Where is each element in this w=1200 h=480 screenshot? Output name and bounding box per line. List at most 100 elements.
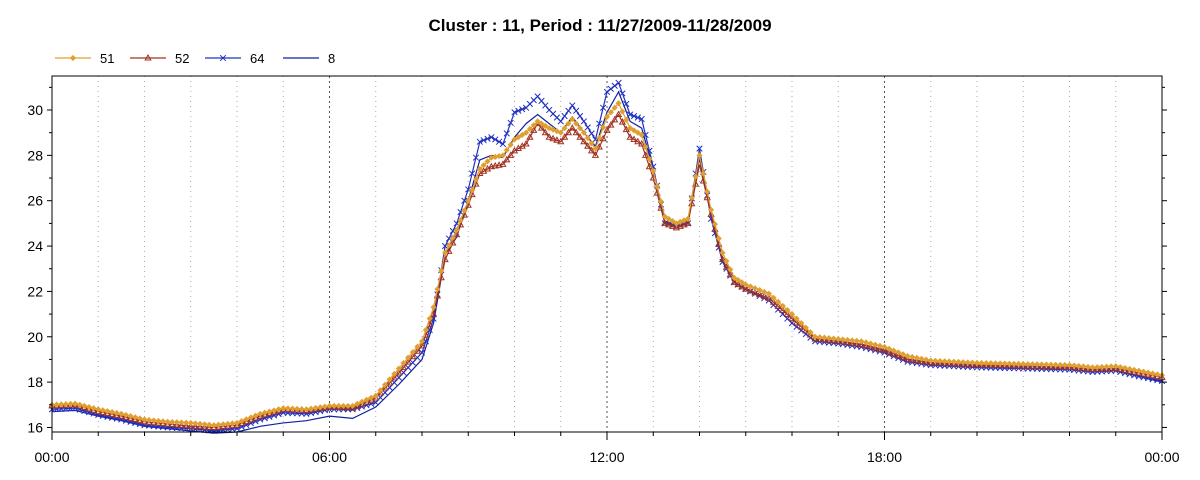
data-point [1015, 360, 1022, 367]
data-point [788, 314, 796, 322]
data-point [1034, 361, 1041, 368]
data-point [468, 170, 476, 177]
data-point [726, 270, 734, 278]
data-point [390, 374, 398, 381]
data-point [913, 356, 921, 364]
y-tick-label: 20 [27, 329, 43, 345]
data-point [1047, 361, 1055, 368]
data-point [700, 170, 707, 177]
data-point [256, 412, 264, 419]
data-point [730, 278, 738, 285]
data-point [224, 420, 231, 427]
data-point [654, 183, 661, 190]
data-point [210, 422, 217, 429]
data-point [132, 414, 139, 421]
data-point [233, 421, 241, 428]
data-point [1075, 364, 1083, 371]
data-point [491, 161, 499, 169]
data-point [1028, 362, 1037, 369]
data-point [770, 294, 777, 301]
data-point [488, 134, 495, 141]
data-point [596, 134, 603, 142]
legend-label: 64 [250, 51, 264, 66]
data-point [150, 418, 158, 426]
data-point [542, 122, 549, 129]
data-point [461, 207, 468, 214]
data-point [1102, 364, 1111, 372]
data-point [1140, 368, 1147, 375]
data-point [696, 145, 703, 152]
data-point [418, 349, 426, 356]
data-point [163, 420, 172, 427]
data-point [159, 419, 167, 427]
data-point [1057, 361, 1064, 368]
y-tick-label: 26 [27, 193, 43, 209]
data-point [247, 414, 254, 421]
data-point [237, 419, 246, 426]
data-point [233, 419, 241, 426]
axes: 16 18 20 22 24 26 28 30 00:00 06:00 12:00 18:00 00:0… [27, 86, 1180, 465]
data-point [247, 415, 255, 423]
data-point [950, 359, 958, 367]
data-point [62, 401, 69, 408]
data-point [580, 129, 587, 136]
data-point [573, 107, 580, 114]
data-point [192, 420, 199, 427]
data-point [622, 125, 630, 133]
data-point [941, 358, 948, 365]
data-point [140, 417, 149, 425]
series-layer [48, 79, 1166, 435]
data-point [298, 406, 305, 413]
data-point [746, 286, 755, 294]
data-point [734, 277, 742, 284]
data-point [289, 405, 296, 412]
data-point [187, 419, 194, 426]
legend-label: 51 [100, 51, 114, 66]
data-point [349, 402, 356, 409]
data-point [354, 400, 361, 407]
data-point [492, 136, 499, 143]
data-point [876, 345, 884, 352]
data-point [982, 361, 990, 368]
data-point [715, 235, 722, 242]
data-point [603, 88, 611, 96]
y-tick-label: 16 [27, 419, 43, 435]
data-point [108, 410, 116, 417]
data-point [457, 217, 464, 224]
data-point [1135, 367, 1142, 374]
y-tick-label: 30 [27, 102, 43, 118]
data-point [127, 413, 134, 420]
data-point [409, 349, 416, 356]
data-point [661, 213, 668, 220]
data-point [326, 402, 333, 409]
data-point [545, 133, 553, 140]
data-point [414, 354, 421, 361]
data-point [623, 116, 630, 123]
data-point [534, 118, 541, 125]
data-point [802, 324, 809, 331]
data-point [611, 82, 618, 89]
data-point [141, 416, 148, 423]
data-point [576, 133, 584, 140]
data-point [820, 335, 829, 343]
data-point [599, 104, 607, 111]
data-point [727, 266, 734, 273]
data-point [469, 187, 476, 194]
data-point [251, 413, 260, 421]
data-point [1061, 361, 1068, 369]
data-point [191, 422, 200, 430]
data-point [261, 409, 268, 416]
data-point [576, 112, 584, 120]
data-point [806, 330, 815, 338]
data-point [294, 405, 301, 412]
data-point [422, 326, 429, 334]
data-point [1047, 362, 1055, 370]
data-point [936, 357, 944, 365]
grid-lines [97, 76, 1117, 432]
data-point [426, 315, 433, 322]
data-point [150, 417, 157, 424]
data-point [503, 155, 511, 163]
data-point [95, 406, 102, 413]
data-point [526, 125, 533, 132]
